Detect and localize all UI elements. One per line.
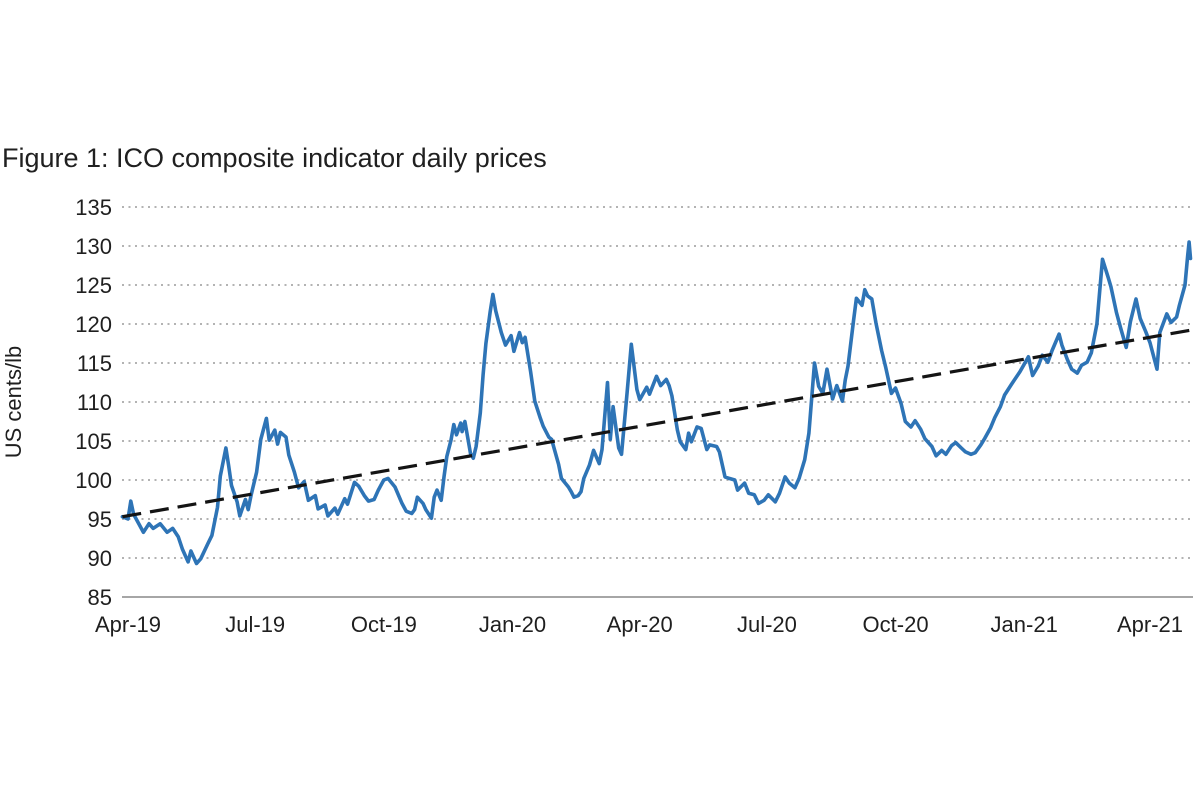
figure-title: Figure 1: ICO composite indicator daily … [2,143,547,173]
y-axis-title: US cents/lb [1,346,26,459]
y-tick-label: 135 [75,195,112,220]
y-tick-label: 120 [75,312,112,337]
x-tick-label: Jan-21 [991,612,1058,637]
y-tick-label: 85 [88,585,112,610]
y-tick-label: 110 [77,390,112,415]
x-tick-label: Jan-20 [479,612,546,637]
x-tick-label: Oct-19 [351,612,417,637]
x-tick-label: Apr-21 [1117,612,1183,637]
x-tick-label: Apr-20 [607,612,673,637]
y-tick-label: 125 [75,273,112,298]
y-tick-label: 90 [88,546,112,571]
x-tick-label: Oct-20 [863,612,929,637]
y-tick-label: 100 [75,468,112,493]
x-tick-label: Jul-20 [737,612,797,637]
y-tick-label: 130 [75,234,112,259]
x-tick-label: Apr-19 [95,612,161,637]
series [120,240,1193,566]
trend-line [122,328,1191,519]
x-tick-label: Jul-19 [225,612,285,637]
y-tick-label: 115 [77,351,112,376]
y-tick-label: 105 [75,429,112,454]
y-tick-label: 95 [88,507,112,532]
gridlines [122,206,1193,559]
axis-labels: 85 90 95 100 105 110 115 120 125 130 135 Apr-19 Jul-… [75,195,1183,637]
